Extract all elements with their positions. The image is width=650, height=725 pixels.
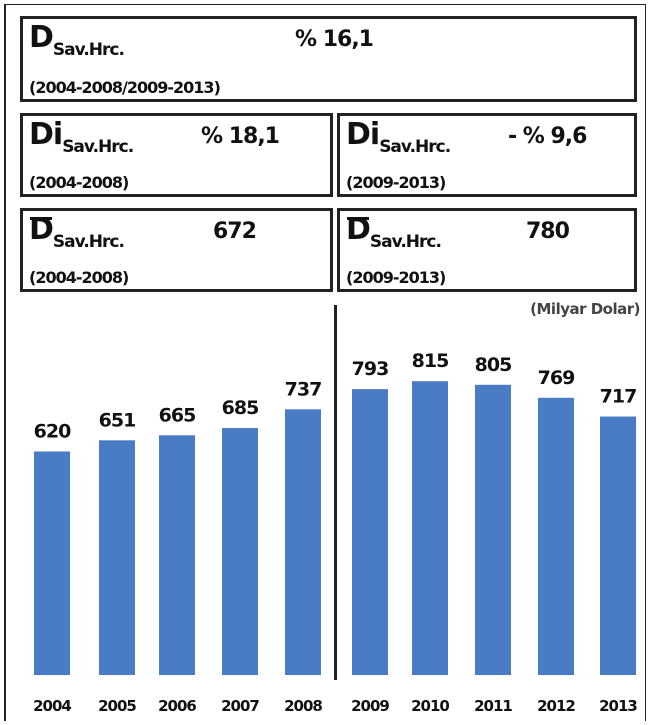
bar-2007 bbox=[222, 428, 258, 675]
x-tick-label-2013: 2013 bbox=[599, 697, 637, 715]
x-tick-label-2012: 2012 bbox=[537, 697, 575, 715]
bar-value-label-2007: 685 bbox=[222, 397, 259, 419]
bar-2004 bbox=[34, 451, 70, 675]
period-divider bbox=[334, 305, 337, 680]
bar-value-label-2010: 815 bbox=[412, 350, 449, 372]
bar-2011 bbox=[475, 384, 511, 675]
summary-total-period: (2004-2008/2009-2013) bbox=[29, 78, 221, 97]
summary-change-second-symbol: DiSav.Hrc. bbox=[346, 117, 451, 158]
x-tick-label-2004: 2004 bbox=[33, 697, 71, 715]
x-tick-label-2009: 2009 bbox=[351, 697, 389, 715]
bar-2005 bbox=[99, 440, 135, 675]
summary-total-box: DSav.Hrc. % 16,1 (2004-2008/2009-2013) bbox=[20, 16, 637, 102]
bar-2006 bbox=[159, 435, 195, 675]
summary-mean-first-box: DSav.Hrc. 672 (2004-2008) bbox=[20, 208, 333, 292]
bar-value-label-2005: 651 bbox=[99, 409, 136, 431]
x-tick-label-2008: 2008 bbox=[284, 697, 322, 715]
x-tick-label-2005: 2005 bbox=[98, 697, 136, 715]
summary-change-first-symbol: DiSav.Hrc. bbox=[29, 117, 134, 158]
summary-change-second-period: (2009-2013) bbox=[346, 173, 446, 192]
x-tick-label-2007: 2007 bbox=[221, 697, 259, 715]
summary-mean-second-box: DSav.Hrc. 780 (2009-2013) bbox=[337, 208, 637, 292]
bar-value-label-2012: 769 bbox=[538, 367, 575, 389]
bar-2013 bbox=[600, 416, 636, 675]
summary-change-first-period: (2004-2008) bbox=[29, 173, 129, 192]
bar-2008 bbox=[285, 409, 321, 675]
summary-change-first-value: % 18,1 bbox=[201, 124, 280, 149]
summary-mean-second-period: (2009-2013) bbox=[346, 268, 446, 287]
summary-change-second-value: - % 9,6 bbox=[508, 124, 587, 149]
bar-value-label-2009: 793 bbox=[352, 358, 389, 380]
bar-2009 bbox=[352, 389, 388, 675]
summary-total-symbol: DSav.Hrc. bbox=[29, 20, 125, 61]
summary-mean-first-period: (2004-2008) bbox=[29, 268, 129, 287]
summary-change-second-box: DiSav.Hrc. - % 9,6 (2009-2013) bbox=[337, 113, 637, 197]
summary-total-value: % 16,1 bbox=[295, 27, 374, 52]
summary-mean-second-value: 780 bbox=[526, 219, 570, 244]
bar-value-label-2004: 620 bbox=[34, 420, 71, 442]
x-tick-label-2010: 2010 bbox=[411, 697, 449, 715]
unit-label: (Milyar Dolar) bbox=[530, 300, 640, 318]
bar-value-label-2013: 717 bbox=[600, 386, 637, 408]
x-tick-label-2006: 2006 bbox=[158, 697, 196, 715]
bar-2010 bbox=[412, 381, 448, 675]
figure-frame bbox=[4, 4, 646, 721]
summary-change-first-box: DiSav.Hrc. % 18,1 (2004-2008) bbox=[20, 113, 333, 197]
x-tick-label-2011: 2011 bbox=[474, 697, 512, 715]
summary-mean-second-symbol: DSav.Hrc. bbox=[346, 212, 442, 253]
bar-value-label-2011: 805 bbox=[475, 354, 512, 376]
summary-mean-first-symbol: DSav.Hrc. bbox=[29, 212, 125, 253]
bar-value-label-2006: 665 bbox=[159, 404, 196, 426]
bar-value-label-2008: 737 bbox=[285, 378, 322, 400]
summary-mean-first-value: 672 bbox=[213, 219, 257, 244]
bar-2012 bbox=[538, 397, 574, 675]
